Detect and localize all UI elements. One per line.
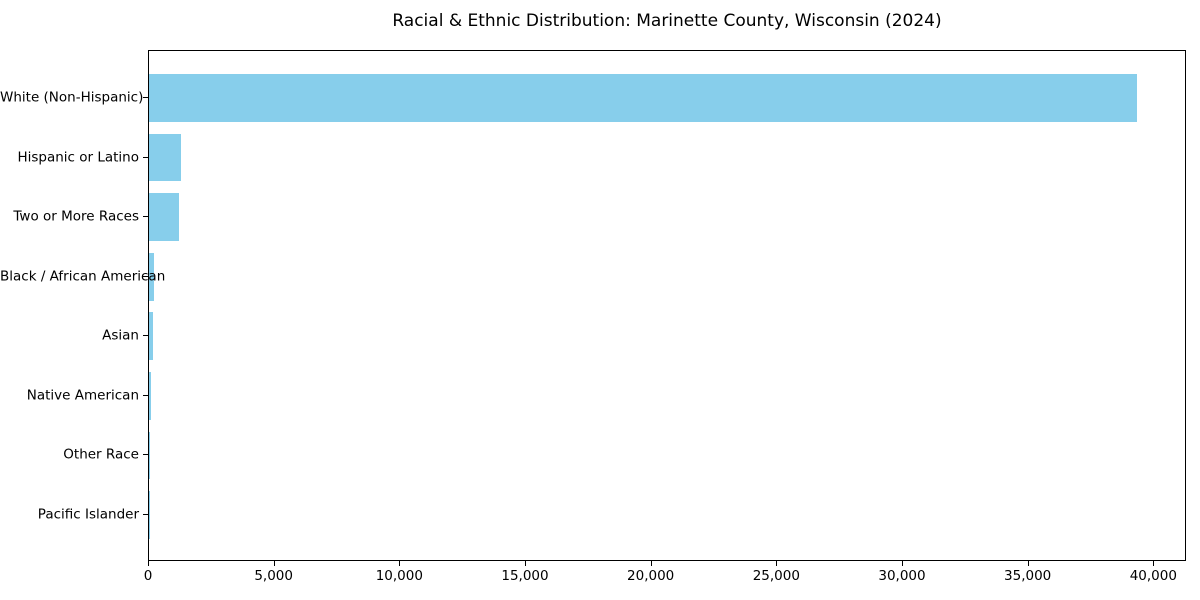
y-axis-label: Black / African American [0, 267, 166, 284]
x-axis-tick-label: 30,000 [878, 568, 926, 584]
y-tick-mark [143, 513, 148, 515]
y-axis-label: Other Race [63, 446, 139, 463]
x-axis-tick-label: 5,000 [254, 568, 293, 584]
bar-two-or-more-races [149, 193, 179, 241]
x-axis-tick-label: 20,000 [627, 568, 675, 584]
bar-hispanic-or-latino [149, 133, 181, 182]
y-tick-mark [143, 454, 148, 456]
y-tick-mark [143, 97, 148, 99]
bar-native-american [149, 372, 151, 420]
y-axis-label: Native American [26, 387, 139, 404]
y-axis-label: Hispanic or Latino [17, 148, 139, 165]
x-axis-tick-label: 10,000 [375, 568, 423, 584]
bar-black-african-american [149, 252, 155, 301]
x-axis-tick-label: 35,000 [1004, 568, 1052, 584]
x-tick-mark [776, 561, 778, 566]
x-axis-tick-label: 15,000 [501, 568, 549, 584]
chart-title: Racial & Ethnic Distribution: Marinette … [392, 11, 942, 31]
bar-asian [149, 312, 154, 361]
x-axis-tick-label: 25,000 [752, 568, 800, 584]
x-tick-mark [399, 561, 401, 566]
x-tick-mark [650, 561, 652, 566]
x-axis-tick-label: 40,000 [1129, 568, 1177, 584]
x-tick-mark [1153, 561, 1155, 566]
y-axis-label: Pacific Islander [37, 506, 139, 523]
bar-white-non-hispanic [149, 74, 1137, 122]
bar-other-race [149, 431, 150, 480]
x-tick-mark [148, 561, 149, 566]
y-tick-mark [143, 275, 148, 277]
y-tick-mark [143, 216, 148, 218]
y-tick-mark [143, 335, 148, 337]
x-tick-mark [273, 561, 275, 566]
x-axis-tick-label: 0 [143, 568, 153, 584]
y-axis-label: White (Non-Hispanic) [0, 89, 144, 106]
y-tick-mark [143, 156, 148, 158]
x-tick-mark [901, 561, 903, 566]
x-tick-mark [524, 561, 526, 566]
y-axis-label: Asian [102, 327, 139, 344]
x-tick-mark [1027, 561, 1029, 566]
y-axis-label: Two or More Races [13, 208, 139, 225]
y-tick-mark [143, 394, 148, 396]
plot-area [148, 50, 1186, 561]
